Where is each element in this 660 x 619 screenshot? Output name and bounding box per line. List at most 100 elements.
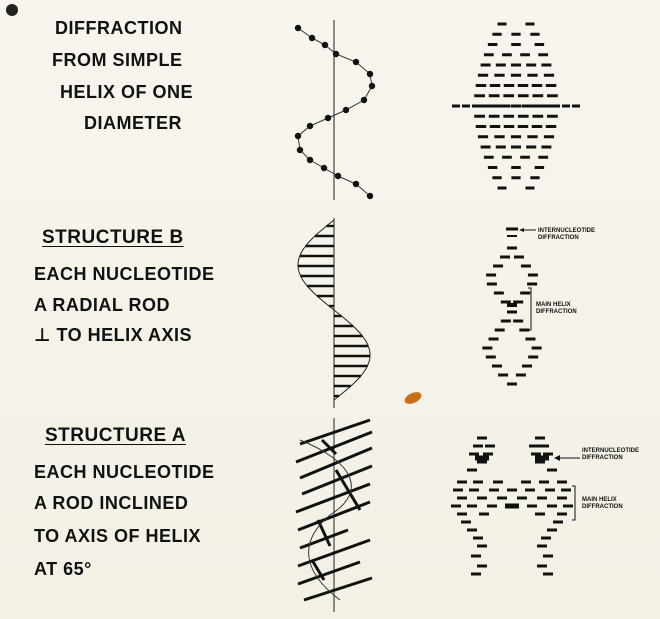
diffraction-spot	[530, 32, 540, 36]
diffraction-spot	[474, 114, 485, 118]
diffraction-spot	[482, 346, 493, 350]
panel3-line-4: AT 65°	[34, 559, 92, 579]
diffraction-spot	[493, 291, 504, 295]
diffraction-spot	[473, 444, 483, 448]
diffraction-spot	[485, 104, 497, 108]
diffraction-pattern-simple	[452, 22, 580, 190]
diffraction-spot	[482, 104, 490, 108]
diffraction-spot	[503, 125, 515, 128]
diffraction-spot	[467, 528, 477, 532]
diffraction-spot	[538, 53, 549, 57]
diffraction-spot	[467, 468, 477, 472]
helix-dot	[366, 70, 374, 78]
diffraction-spot	[491, 364, 502, 368]
diffraction-spot	[572, 104, 580, 108]
diffraction-spot	[512, 104, 520, 108]
panel3-line-3: TO AXIS OF HELIX	[34, 526, 202, 546]
diffraction-spot	[507, 246, 517, 250]
diffraction-spot	[507, 382, 517, 386]
diffraction-spot	[511, 176, 521, 180]
diffraction-spot	[503, 84, 515, 87]
panel1-line-1: DIFFRACTION	[55, 18, 183, 38]
diffraction-spot	[547, 528, 557, 532]
diffraction-spot	[534, 43, 545, 46]
diffraction-spot	[535, 104, 547, 108]
helix-dot	[306, 156, 314, 164]
diffraction-spot	[500, 319, 511, 323]
helix-dot	[366, 192, 374, 200]
structure-a-rods	[295, 418, 373, 602]
diffraction-spot	[520, 53, 530, 57]
diffraction-spot	[562, 104, 570, 108]
diffraction-spot	[493, 480, 503, 484]
diffraction-spot	[547, 468, 557, 472]
diffraction-spot	[517, 496, 527, 500]
diffraction-spot	[500, 255, 511, 259]
diffraction-spot	[530, 176, 540, 180]
helix-dot	[324, 114, 332, 122]
diffraction-spot	[522, 104, 530, 108]
diffraction-spot	[495, 145, 506, 149]
diffraction-spot	[486, 273, 497, 277]
panel2-line-1: EACH NUCLEOTIDE	[34, 264, 215, 284]
diffraction-spot	[457, 496, 467, 500]
diffraction-spot	[527, 273, 538, 277]
helix-dot	[352, 180, 360, 188]
diffraction-spot	[513, 255, 524, 259]
helix-dot	[320, 164, 328, 172]
diffraction-spot	[480, 63, 491, 67]
panel1-line-2: FROM SIMPLE	[52, 50, 183, 70]
diffraction-spot	[461, 520, 471, 524]
diffraction-spot	[502, 155, 512, 159]
helix-dot	[368, 82, 376, 90]
diffraction-spot	[517, 114, 529, 118]
diffraction-spot	[477, 73, 489, 77]
structure-a-heading: STRUCTURE A	[45, 425, 186, 446]
diffraction-spot	[543, 554, 553, 558]
diffraction-spot	[457, 480, 467, 484]
diffraction-spot	[469, 488, 479, 492]
diffraction-spot	[472, 104, 480, 108]
diffraction-spot	[537, 544, 547, 548]
diffraction-spot	[517, 125, 529, 128]
diffraction-spot	[489, 84, 501, 87]
diffraction-spot	[477, 564, 487, 568]
a-internucleotide-label: INTERNUCLEOTIDE DIFFRACTION	[582, 448, 639, 461]
structure-a-helix-curve	[299, 439, 352, 601]
a-main-helix-bracket	[572, 485, 576, 521]
helix-dot	[342, 106, 350, 114]
diffraction-spot	[480, 145, 491, 149]
diffraction-spot	[451, 504, 461, 508]
diffraction-spot	[531, 84, 543, 87]
diffraction-spot	[507, 310, 517, 314]
diffraction-spot	[539, 444, 549, 448]
diffraction-spot	[489, 488, 499, 492]
diffraction-spot	[477, 436, 487, 440]
diffraction-spot	[483, 155, 494, 159]
diffraction-spot	[503, 114, 515, 118]
diffraction-spot	[473, 536, 483, 540]
diffraction-spot	[531, 125, 543, 128]
diffraction-spot	[537, 564, 547, 568]
internucleotide-spot	[506, 227, 518, 231]
diffraction-spot	[485, 355, 496, 359]
diffraction-spot	[477, 496, 487, 500]
helix-dot	[296, 146, 304, 154]
diffraction-spot	[545, 84, 557, 87]
panel3-line-1: EACH NUCLEOTIDE	[34, 462, 215, 482]
helix-dot	[334, 172, 342, 180]
diffraction-spot	[547, 504, 557, 508]
diffraction-spot	[497, 496, 507, 500]
diffraction-spot	[561, 488, 571, 492]
diffraction-spot	[495, 63, 506, 67]
diffraction-spot	[487, 43, 498, 46]
diffraction-spot	[488, 94, 500, 98]
diffraction-spot	[502, 104, 510, 108]
a-main-helix-label: MAIN HELIX DIFFRACTION	[582, 497, 623, 510]
diffraction-spot	[557, 512, 567, 516]
diffraction-pattern-b	[482, 227, 542, 386]
diffraction-spot	[494, 135, 505, 139]
diffraction-spot	[493, 264, 504, 268]
